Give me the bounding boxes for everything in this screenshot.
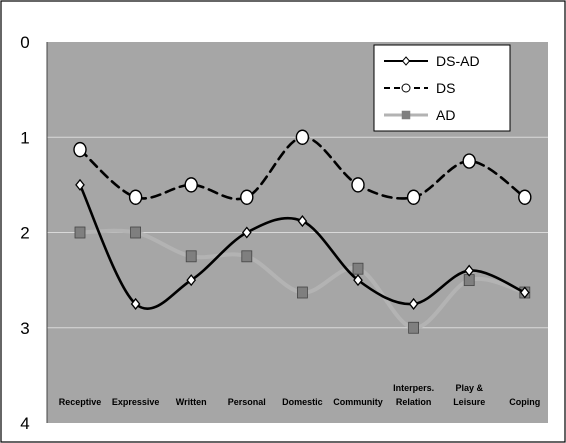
y-tick-label-2: 2 bbox=[20, 224, 29, 243]
y-tick-label-3: 3 bbox=[20, 319, 29, 338]
point-ds-1 bbox=[128, 189, 143, 205]
legend-marker-ds bbox=[401, 83, 411, 93]
series-lines bbox=[73, 129, 532, 334]
point-ds-2 bbox=[184, 177, 198, 193]
legend-label-ds-ad: DS-AD bbox=[436, 53, 480, 69]
point-ad-1 bbox=[130, 226, 142, 239]
y-tick-label-1: 1 bbox=[20, 128, 29, 147]
point-ds-5 bbox=[351, 177, 365, 193]
x-tick-label-3: Personal bbox=[228, 397, 266, 407]
point-ds-0 bbox=[73, 141, 87, 158]
point-ds-ad-8 bbox=[519, 286, 530, 299]
x-tick-label-6: Interpers. Relation bbox=[393, 383, 434, 407]
point-ds-ad-5 bbox=[353, 274, 363, 287]
point-ad-2 bbox=[185, 250, 197, 263]
x-tick-label-2: Written bbox=[176, 397, 207, 407]
series-ds-ad bbox=[75, 178, 530, 310]
point-ds-3 bbox=[240, 189, 254, 205]
point-ad-4 bbox=[296, 286, 308, 299]
point-ds-8 bbox=[518, 189, 532, 205]
point-ds-ad-6 bbox=[408, 297, 419, 310]
x-tick-label-7: Play & Leisure bbox=[453, 383, 485, 407]
x-tick-label-0: Receptive bbox=[59, 397, 102, 407]
point-ad-3 bbox=[241, 250, 253, 263]
legend-marker-ad bbox=[401, 110, 411, 120]
point-ad-6 bbox=[408, 321, 420, 334]
y-tick-label-4: 4 bbox=[20, 414, 29, 433]
point-ad-5 bbox=[352, 262, 364, 275]
point-ds-7 bbox=[462, 153, 476, 169]
legend-label-ad: AD bbox=[436, 107, 455, 123]
legend-marker-ds-ad bbox=[401, 56, 411, 66]
x-tick-label-5: Community bbox=[333, 397, 383, 407]
point-ds-6 bbox=[406, 189, 421, 205]
x-tick-label-1: Expressive bbox=[112, 397, 160, 407]
series-line-ad bbox=[78, 228, 527, 330]
legend: DS-AD DS AD bbox=[373, 44, 511, 132]
x-tick-label-4: Domestic bbox=[282, 397, 323, 407]
point-ds-ad-1 bbox=[130, 297, 141, 310]
series-ds bbox=[73, 129, 532, 205]
point-ds-ad-7 bbox=[464, 264, 475, 277]
point-ds-ad-3 bbox=[241, 226, 252, 239]
y-tick-label-0: 0 bbox=[20, 33, 29, 52]
point-ad-0 bbox=[74, 226, 86, 239]
y-axis-ticks: 0 1 2 3 4 bbox=[20, 33, 29, 433]
x-axis-ticks: Receptive Expressive Written Personal Domest… bbox=[59, 383, 541, 407]
point-ds-ad-4 bbox=[297, 215, 308, 228]
point-ds-4 bbox=[295, 129, 310, 145]
legend-label-ds: DS bbox=[436, 80, 455, 96]
point-ds-ad-0 bbox=[75, 178, 85, 191]
point-ds-ad-2 bbox=[186, 274, 197, 287]
x-tick-label-8: Coping bbox=[509, 397, 540, 407]
